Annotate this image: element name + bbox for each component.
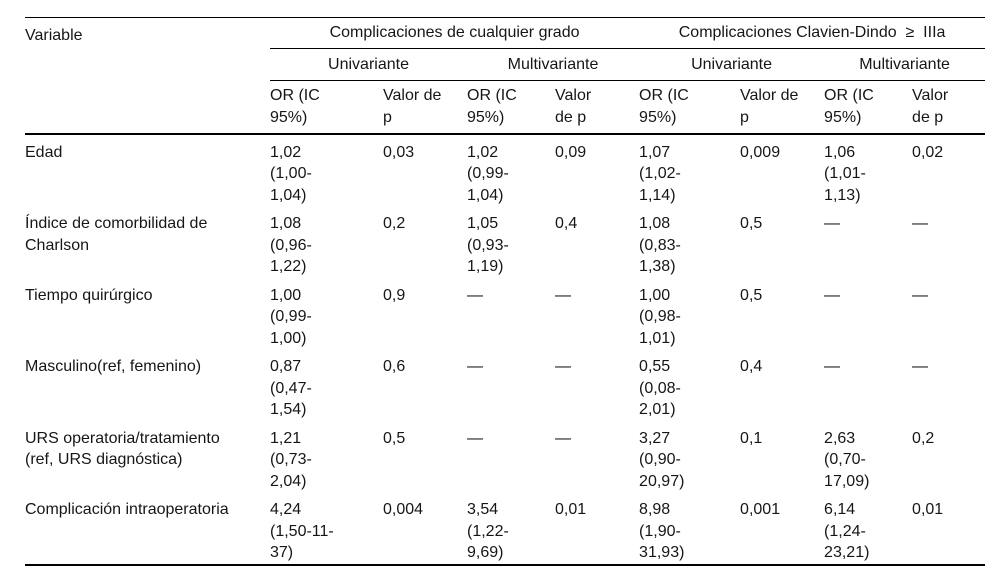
variable-column-header: Variable bbox=[25, 17, 270, 135]
p-value-cell: 0,6 bbox=[383, 358, 406, 375]
or-ic-cell: — bbox=[467, 286, 483, 304]
group-header-row: Variable Complicaciones de cualquier gra… bbox=[25, 17, 986, 135]
or-ic-cell: 1,08 (0,83- 1,38) bbox=[639, 215, 681, 275]
column-header-or: OR (IC 95%) bbox=[467, 80, 555, 135]
subheader-multivariante-2: Multivariante bbox=[824, 48, 986, 81]
or-ic-cell: 3,27 (0,90- 20,97) bbox=[639, 429, 685, 490]
or-ic-cell: — bbox=[824, 215, 841, 232]
p-value-cell: 0,4 bbox=[555, 215, 578, 232]
p-value-cell: 0,03 bbox=[383, 143, 415, 161]
subheader-univariante-1: Univariante bbox=[270, 48, 467, 81]
p-value-cell: 0,001 bbox=[740, 492, 825, 566]
p-value-cell: 0,2 bbox=[912, 429, 935, 447]
p-value-cell: 0,02 bbox=[912, 143, 944, 161]
p-value-cell: 0,09 bbox=[555, 143, 587, 161]
or-ic-cell: 1,05 (0,93- 1,19) bbox=[467, 215, 509, 275]
regression-results-table: Variable Complicaciones de cualquier gra… bbox=[25, 17, 986, 566]
subheader-univariante-2: Univariante bbox=[639, 48, 825, 81]
table-row-urs: URS operatoria/tratamiento (ref, URS dia… bbox=[25, 421, 985, 493]
p-value-cell: 0,01 bbox=[912, 492, 986, 566]
or-ic-cell: 1,21 (0,73- 2,04) bbox=[270, 429, 312, 490]
column-header-p: Valor de p bbox=[912, 80, 986, 135]
p-value-cell: — bbox=[912, 215, 929, 232]
or-ic-cell: — bbox=[467, 358, 483, 375]
p-value-cell: 0,009 bbox=[740, 143, 781, 161]
p-value-cell: — bbox=[555, 429, 571, 447]
table-row-tiempo-quirurgico: Tiempo quirúrgico 1,00 (0,99- 1,00) 0,9 … bbox=[25, 278, 985, 350]
p-value-cell: — bbox=[555, 358, 571, 375]
or-ic-cell: 8,98 (1,90- 31,93) bbox=[639, 492, 741, 566]
table-row-masculino: Masculino(ref, femenino) 0,87 (0,47- 1,5… bbox=[25, 349, 985, 421]
p-value-cell: 0,004 bbox=[383, 492, 467, 566]
or-ic-cell: 4,24 (1,50-11- 37) bbox=[270, 492, 383, 566]
row-label: URS operatoria/tratamiento (ref, URS dia… bbox=[25, 429, 220, 469]
or-ic-cell: — bbox=[824, 358, 841, 375]
p-value-cell: 0,01 bbox=[555, 492, 640, 566]
or-ic-cell: 1,00 (0,98- 1,01) bbox=[639, 286, 681, 347]
p-value-cell: — bbox=[555, 286, 571, 304]
p-value-cell: 0,9 bbox=[383, 286, 406, 304]
or-ic-cell: 2,63 (0,70- 17,09) bbox=[824, 429, 870, 490]
column-header-p: Valor de p bbox=[383, 80, 467, 135]
or-ic-cell: 1,02 (1,00- 1,04) bbox=[270, 143, 312, 204]
column-header-or: OR (IC 95%) bbox=[270, 80, 383, 135]
p-value-cell: — bbox=[912, 286, 929, 304]
or-ic-cell: 6,14 (1,24- 23,21) bbox=[824, 492, 913, 566]
table-row-edad: Edad 1,02 (1,00- 1,04) 0,03 1,02 (0,99- … bbox=[25, 134, 985, 207]
table-row-charlson: Índice de comorbilidad de Charlson 1,08 … bbox=[25, 206, 985, 278]
p-value-cell: 0,4 bbox=[740, 358, 763, 375]
or-ic-cell: 1,02 (0,99- 1,04) bbox=[467, 143, 509, 204]
p-value-cell: 0,5 bbox=[740, 286, 763, 304]
or-ic-cell: 1,07 (1,02- 1,14) bbox=[639, 143, 681, 204]
or-ic-cell: 1,08 (0,96- 1,22) bbox=[270, 215, 312, 275]
p-value-cell: 0,5 bbox=[740, 215, 763, 232]
column-header-row: OR (IC 95%) Valor de p OR (IC 95%) Valor… bbox=[25, 80, 986, 135]
table-row-complicacion-intraoperatoria: Complicación intraoperatoria 4,24 (1,50-… bbox=[25, 492, 986, 566]
column-header-p: Valor de p bbox=[555, 80, 640, 135]
subgroup-header-row: Univariante Multivariante Univariante Mu… bbox=[25, 48, 986, 81]
row-label: Índice de comorbilidad de Charlson bbox=[25, 215, 208, 254]
row-label: Tiempo quirúrgico bbox=[25, 286, 153, 304]
or-ic-cell: 3,54 (1,22- 9,69) bbox=[467, 492, 555, 566]
p-value-cell: 0,1 bbox=[740, 429, 763, 447]
or-ic-cell: 1,06 (1,01- 1,13) bbox=[824, 143, 866, 204]
p-value-cell: — bbox=[912, 358, 929, 375]
or-ic-cell: — bbox=[824, 286, 841, 304]
group-header-any-grade: Complicaciones de cualquier grado bbox=[270, 17, 640, 49]
column-header-p: Valor de p bbox=[740, 80, 825, 135]
or-ic-cell: 1,00 (0,99- 1,00) bbox=[270, 286, 312, 347]
column-header-or: OR (IC 95%) bbox=[639, 80, 741, 135]
or-ic-cell: 0,55 (0,08- 2,01) bbox=[639, 358, 681, 418]
column-header-or: OR (IC 95%) bbox=[824, 80, 913, 135]
group-header-clavien-dindo: Complicaciones Clavien-Dindo ≥ IIIa bbox=[639, 17, 986, 49]
subheader-multivariante-1: Multivariante bbox=[467, 48, 640, 81]
p-value-cell: 0,5 bbox=[383, 429, 406, 447]
row-label: Edad bbox=[25, 143, 63, 161]
or-ic-cell: — bbox=[467, 429, 483, 447]
p-value-cell: 0,2 bbox=[383, 215, 406, 232]
row-label: Complicación intraoperatoria bbox=[25, 492, 270, 566]
or-ic-cell: 0,87 (0,47- 1,54) bbox=[270, 358, 312, 418]
row-label: Masculino(ref, femenino) bbox=[25, 358, 202, 375]
